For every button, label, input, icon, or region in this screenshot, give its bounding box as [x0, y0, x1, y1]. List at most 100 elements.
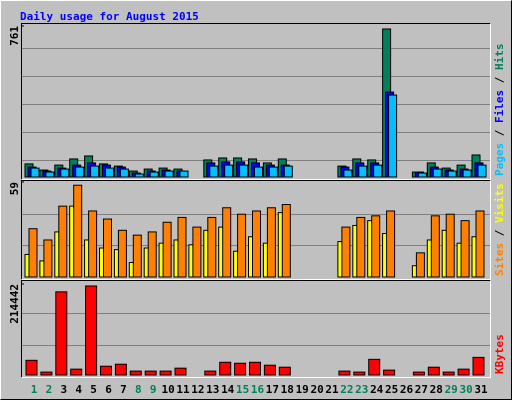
chart-title: Daily usage for August 2015 — [20, 10, 199, 23]
bar — [477, 164, 487, 178]
bar — [159, 370, 172, 376]
legend-separator: / — [493, 223, 506, 243]
bar — [462, 169, 472, 178]
bar — [162, 221, 172, 278]
legend-entry: Files — [493, 90, 506, 123]
x-tick-label: 19 — [296, 383, 309, 396]
bar — [40, 371, 53, 376]
bar — [388, 94, 398, 178]
bar — [442, 371, 455, 376]
x-tick-label: 16 — [251, 383, 265, 396]
panel-edge-light — [21, 23, 491, 180]
x-tick-label: 1 — [31, 383, 38, 396]
bar — [222, 207, 232, 278]
bar — [266, 207, 276, 278]
x-tick-label: 17 — [266, 383, 279, 396]
x-tick-label: 6 — [105, 383, 112, 396]
x-tick-label: 31 — [474, 383, 488, 396]
bar — [475, 210, 485, 278]
bar — [149, 171, 159, 178]
bar — [386, 210, 396, 278]
x-tick-label: 29 — [445, 383, 458, 396]
legend: Pages / Files / Hits — [493, 44, 506, 177]
bar — [43, 239, 53, 278]
legend-entry: Visits — [493, 183, 506, 223]
bar — [25, 359, 38, 376]
bar — [447, 170, 457, 178]
x-tick-label: 27 — [415, 383, 428, 396]
panel-edge-dark — [21, 23, 491, 180]
bar — [174, 367, 187, 376]
bar — [179, 170, 189, 178]
bar — [30, 167, 40, 178]
legend-entry: Pages — [493, 143, 506, 176]
x-tick-label: 25 — [385, 383, 398, 396]
bar — [472, 356, 485, 376]
bar — [249, 361, 261, 376]
bar — [58, 205, 68, 278]
bar — [268, 166, 278, 178]
bar — [192, 226, 202, 278]
bar — [445, 213, 455, 278]
x-tick-label: 4 — [75, 383, 82, 396]
bar — [73, 184, 83, 278]
bar — [234, 362, 247, 376]
bar — [70, 368, 83, 376]
x-tick-label: 9 — [150, 383, 157, 396]
x-tick-label: 7 — [120, 383, 127, 396]
x-tick-label: 20 — [310, 383, 323, 396]
panel-edge-dark — [21, 180, 491, 280]
panel-edge-light — [21, 180, 491, 280]
bar — [373, 164, 383, 178]
y-tick-label: 761 — [8, 26, 21, 46]
bar — [460, 220, 470, 278]
bar — [358, 165, 368, 178]
bar — [457, 368, 470, 376]
bar — [105, 167, 114, 178]
panel-edge-dark — [21, 280, 491, 378]
legend-entry: KBytes — [493, 334, 506, 374]
x-tick-label: 5 — [90, 383, 97, 396]
bar — [204, 370, 217, 376]
x-tick-label: 23 — [355, 383, 368, 396]
x-tick-label: 26 — [400, 383, 414, 396]
bar — [252, 210, 261, 278]
bar — [278, 366, 291, 376]
x-tick-label: 14 — [221, 383, 235, 396]
bar — [343, 169, 353, 178]
bar — [281, 204, 291, 278]
x-tick-label: 2 — [46, 383, 53, 396]
x-tick-label: 13 — [206, 383, 219, 396]
x-tick-label: 30 — [459, 383, 472, 396]
x-tick-label: 10 — [161, 383, 174, 396]
bar — [75, 166, 85, 178]
bar — [134, 173, 144, 178]
bar — [28, 228, 38, 278]
x-tick-label: 28 — [430, 383, 443, 396]
bar — [338, 370, 351, 376]
bar — [55, 291, 68, 376]
bar — [430, 215, 440, 278]
bar — [383, 369, 396, 376]
bar — [356, 216, 366, 278]
bar — [100, 365, 112, 376]
bar — [129, 370, 142, 376]
x-tick-label: 3 — [60, 383, 67, 396]
bar — [412, 371, 425, 376]
y-tick-label: 59 — [8, 182, 21, 195]
bar — [119, 168, 129, 178]
bar — [60, 168, 70, 178]
legend: Sites / Visits — [493, 183, 506, 276]
panel-edge-light — [21, 280, 491, 378]
bar — [353, 371, 366, 376]
bar — [219, 361, 232, 376]
x-tick-label: 21 — [325, 383, 339, 396]
bar — [283, 165, 293, 178]
panel — [21, 23, 491, 180]
bar — [103, 218, 112, 278]
bar — [177, 216, 187, 278]
x-tick-label: 24 — [370, 383, 384, 396]
legend-separator: / — [493, 70, 506, 90]
